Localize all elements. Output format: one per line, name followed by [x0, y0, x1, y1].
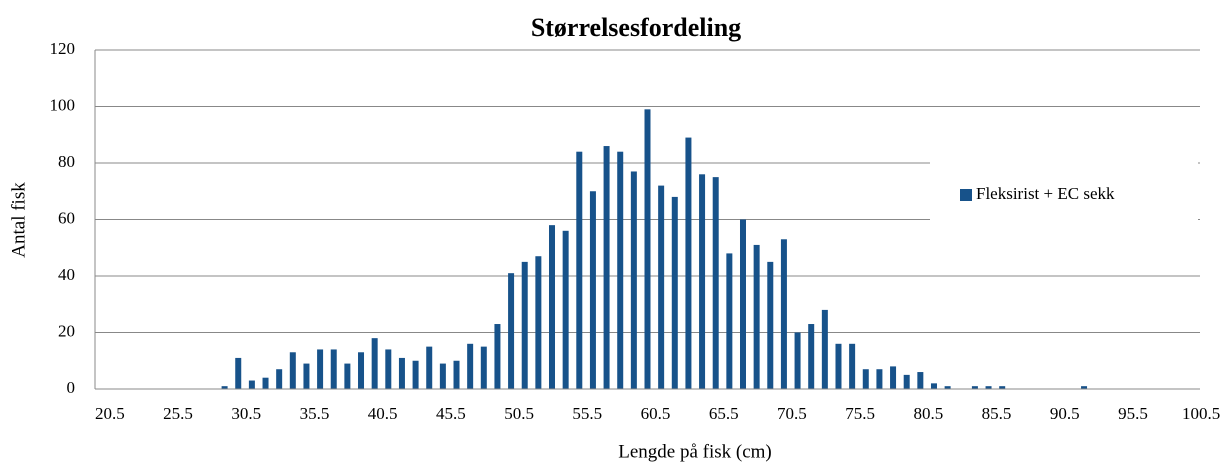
bar [767, 261, 774, 389]
legend-label: Fleksirist + EC sekk [976, 184, 1115, 203]
x-tick-label: 50.5 [504, 404, 534, 423]
bar [494, 324, 501, 389]
bar [330, 349, 337, 389]
bar [426, 346, 433, 389]
y-tick-label: 100 [50, 95, 76, 114]
x-tick-label: 95.5 [1118, 404, 1148, 423]
x-tick-label: 60.5 [641, 404, 671, 423]
bar [589, 191, 596, 389]
bar [903, 374, 910, 389]
x-tick-label: 75.5 [845, 404, 875, 423]
bar [521, 261, 528, 389]
x-tick-label: 70.5 [777, 404, 807, 423]
x-tick-label: 90.5 [1050, 404, 1080, 423]
x-tick-label: 55.5 [572, 404, 602, 423]
bar [617, 151, 624, 389]
bar [412, 360, 419, 389]
x-axis-title: Lengde på fisk (cm) [618, 441, 772, 462]
bar [685, 137, 692, 389]
x-tick-label: 65.5 [709, 404, 739, 423]
bar [712, 177, 719, 389]
bar [439, 363, 446, 389]
bar [971, 386, 978, 389]
bar [467, 343, 474, 389]
bar [371, 338, 378, 389]
bar [930, 383, 937, 389]
bar [985, 386, 992, 389]
bar [221, 386, 228, 389]
bar [753, 244, 760, 389]
bar [289, 352, 296, 389]
y-axis-title: Antal fisk [8, 182, 29, 258]
bar [890, 366, 897, 389]
bar [385, 349, 392, 389]
bar [480, 346, 487, 389]
bar [603, 146, 610, 389]
bar [576, 151, 583, 389]
bar [453, 360, 460, 389]
bar [821, 309, 828, 389]
bar [862, 369, 869, 389]
y-tick-label: 20 [58, 321, 75, 340]
bar [739, 219, 746, 389]
bar [644, 109, 651, 389]
x-tick-label: 100.5 [1182, 404, 1220, 423]
bar [699, 174, 706, 389]
bar [999, 386, 1006, 389]
x-tick-label: 85.5 [982, 404, 1012, 423]
bar [358, 352, 365, 389]
bar [248, 380, 255, 389]
bar [917, 372, 924, 389]
y-tick-label: 0 [67, 378, 76, 397]
bar [876, 369, 883, 389]
bar [549, 225, 556, 389]
bar [508, 273, 515, 389]
bar [398, 357, 405, 389]
bar [794, 332, 801, 389]
bar [317, 349, 324, 389]
bar [849, 343, 856, 389]
bar [726, 253, 733, 389]
bar [630, 171, 637, 389]
bar [235, 357, 242, 389]
x-tick-label: 40.5 [368, 404, 398, 423]
bar [835, 343, 842, 389]
bar [944, 386, 951, 389]
y-tick-label: 120 [50, 39, 76, 58]
chart-title: Størrelsesfordeling [531, 13, 741, 42]
legend-box [930, 140, 1198, 250]
bar [303, 363, 310, 389]
x-tick-label: 45.5 [436, 404, 466, 423]
bar [658, 185, 665, 389]
y-tick-label: 40 [58, 265, 75, 284]
x-tick-label: 20.5 [95, 404, 125, 423]
x-tick-label: 35.5 [300, 404, 330, 423]
bar [276, 369, 283, 389]
bar [344, 363, 351, 389]
bar [780, 239, 787, 389]
x-tick-label: 80.5 [913, 404, 943, 423]
y-tick-label: 60 [58, 208, 75, 227]
bar [1081, 386, 1088, 389]
bar [535, 256, 542, 389]
bar [808, 324, 815, 389]
bar [262, 377, 269, 389]
bar [671, 196, 678, 389]
y-tick-label: 80 [58, 152, 75, 171]
x-tick-label: 30.5 [231, 404, 261, 423]
legend-swatch [960, 189, 972, 201]
x-tick-label: 25.5 [163, 404, 193, 423]
bar [562, 230, 569, 389]
